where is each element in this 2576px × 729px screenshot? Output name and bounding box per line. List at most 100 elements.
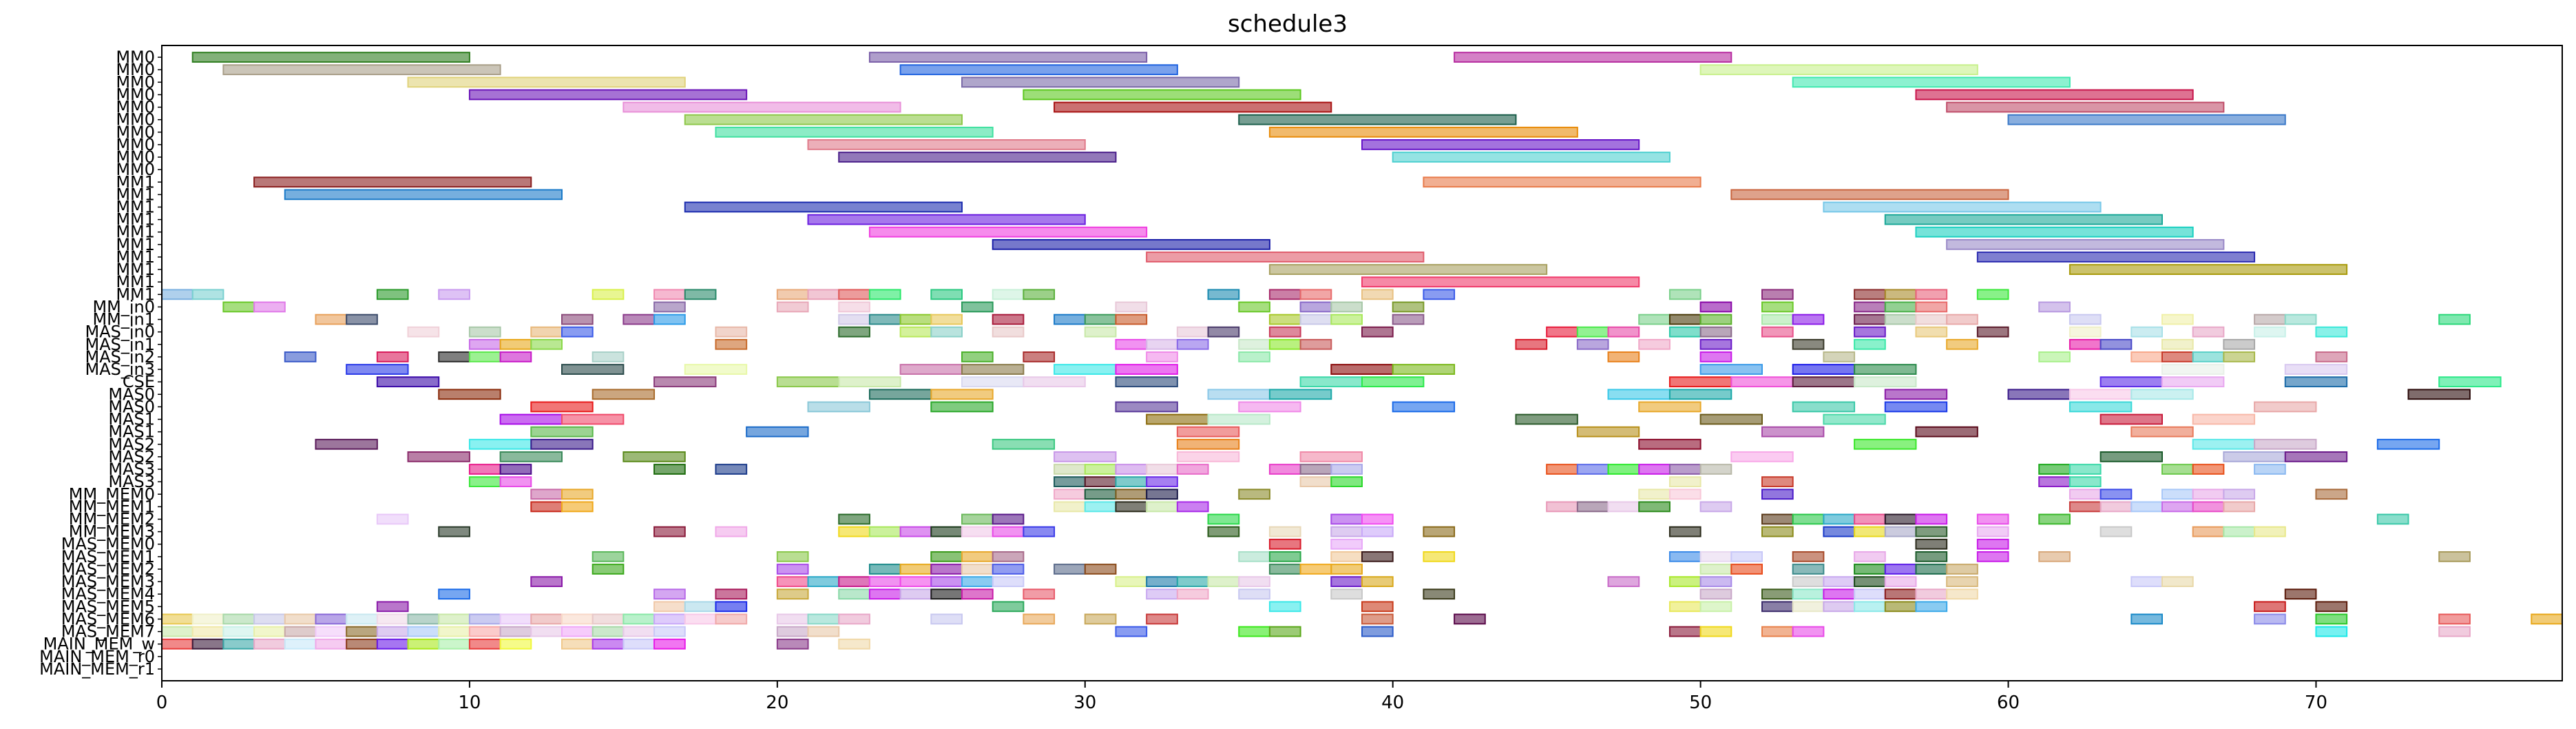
task-bar	[2438, 626, 2471, 637]
y-tick-label: MM0	[116, 110, 155, 130]
task-bar	[1115, 626, 1148, 637]
task-bar	[868, 588, 901, 600]
task-bar	[1699, 413, 1763, 425]
task-bar	[1084, 314, 1117, 325]
task-bar	[1638, 489, 1671, 500]
task-bar	[2438, 376, 2502, 388]
task-bar	[2223, 351, 2256, 362]
y-tick-label: MAS_in1	[85, 335, 155, 354]
y-tick-label: MAS_in0	[85, 322, 155, 342]
task-bar	[1084, 464, 1117, 475]
task-bar	[1884, 576, 1917, 587]
task-bar	[961, 76, 1240, 88]
task-bar	[438, 289, 470, 300]
task-bar	[899, 326, 932, 338]
y-tick-label: MM1	[116, 247, 155, 267]
task-bar	[468, 476, 501, 488]
task-bar	[1668, 551, 1701, 562]
task-bar	[1699, 64, 1978, 76]
task-bar	[868, 576, 901, 587]
task-bar	[1792, 601, 1825, 613]
task-bar	[530, 401, 594, 413]
task-bar	[653, 526, 686, 537]
task-bar	[838, 152, 1117, 163]
task-bar	[1299, 289, 1332, 300]
task-bar	[2161, 489, 2194, 500]
task-bar	[807, 626, 840, 637]
chart-title: schedule3	[1228, 10, 1348, 38]
task-bar	[961, 376, 1025, 388]
task-bar	[1361, 326, 1394, 338]
task-bar	[1792, 576, 1825, 587]
task-bar	[1946, 564, 1978, 575]
task-bar	[1699, 626, 1732, 637]
task-bar	[1361, 551, 1394, 562]
task-bar	[1792, 401, 1856, 413]
task-bar	[1268, 289, 1301, 300]
task-bar	[2376, 513, 2409, 525]
task-bar	[1268, 264, 1548, 275]
task-bar	[776, 638, 809, 650]
task-bar	[2069, 338, 2102, 350]
task-bar	[1084, 476, 1117, 488]
task-bar	[1054, 476, 1086, 488]
task-bar	[1361, 576, 1394, 587]
task-bar	[1854, 338, 1886, 350]
task-bar	[961, 526, 994, 537]
y-tick-label: MM0	[116, 123, 155, 142]
task-bar	[776, 551, 809, 562]
task-bar	[1638, 314, 1671, 325]
task-bar	[2192, 526, 2225, 537]
task-bar	[1392, 301, 1425, 313]
task-bar	[2099, 413, 2164, 425]
task-bar	[1576, 426, 1640, 438]
task-bar	[1699, 364, 1763, 375]
task-bar	[499, 626, 532, 637]
task-bar	[468, 638, 501, 650]
task-bar	[1976, 251, 2256, 263]
task-bar	[2192, 464, 2225, 475]
task-bar	[1084, 326, 1117, 338]
task-bar	[1668, 326, 1701, 338]
task-bar	[1884, 301, 1917, 313]
task-bar	[1576, 338, 1609, 350]
task-bar	[2161, 314, 2194, 325]
task-bar	[499, 451, 563, 462]
task-bar	[1823, 351, 1856, 362]
y-tick-label: MM1	[116, 235, 155, 254]
task-bar	[2069, 264, 2348, 275]
task-bar	[1607, 576, 1640, 587]
task-bar	[622, 451, 686, 462]
task-bar	[1946, 314, 1978, 325]
task-bar	[746, 426, 809, 438]
task-bar	[315, 638, 348, 650]
task-bar	[1668, 526, 1701, 537]
task-bar	[2254, 438, 2317, 450]
task-bar	[376, 513, 409, 525]
task-bar	[2069, 389, 2133, 400]
task-bar	[1361, 601, 1394, 613]
task-bar	[2284, 314, 2317, 325]
task-bar	[1084, 501, 1117, 513]
task-bar	[222, 301, 255, 313]
task-bar	[499, 476, 532, 488]
task-bar	[1084, 613, 1117, 625]
task-bar	[376, 289, 409, 300]
task-bar	[591, 389, 656, 400]
task-bar	[1176, 338, 1209, 350]
task-bar	[346, 638, 378, 650]
y-tick-label: CSE	[123, 372, 155, 391]
task-bar	[1823, 413, 1886, 425]
y-tick-label: MAS0	[108, 384, 155, 404]
task-bar	[653, 588, 686, 600]
task-bar	[1823, 601, 1856, 613]
task-bar	[807, 613, 840, 625]
task-bar	[1238, 401, 1301, 413]
task-bar	[653, 626, 686, 637]
task-bar	[2069, 464, 2102, 475]
task-bar	[1884, 588, 1917, 600]
task-bar	[1854, 526, 1886, 537]
task-bar	[346, 364, 409, 375]
task-bar	[2038, 301, 2071, 313]
task-bar	[1792, 626, 1825, 637]
